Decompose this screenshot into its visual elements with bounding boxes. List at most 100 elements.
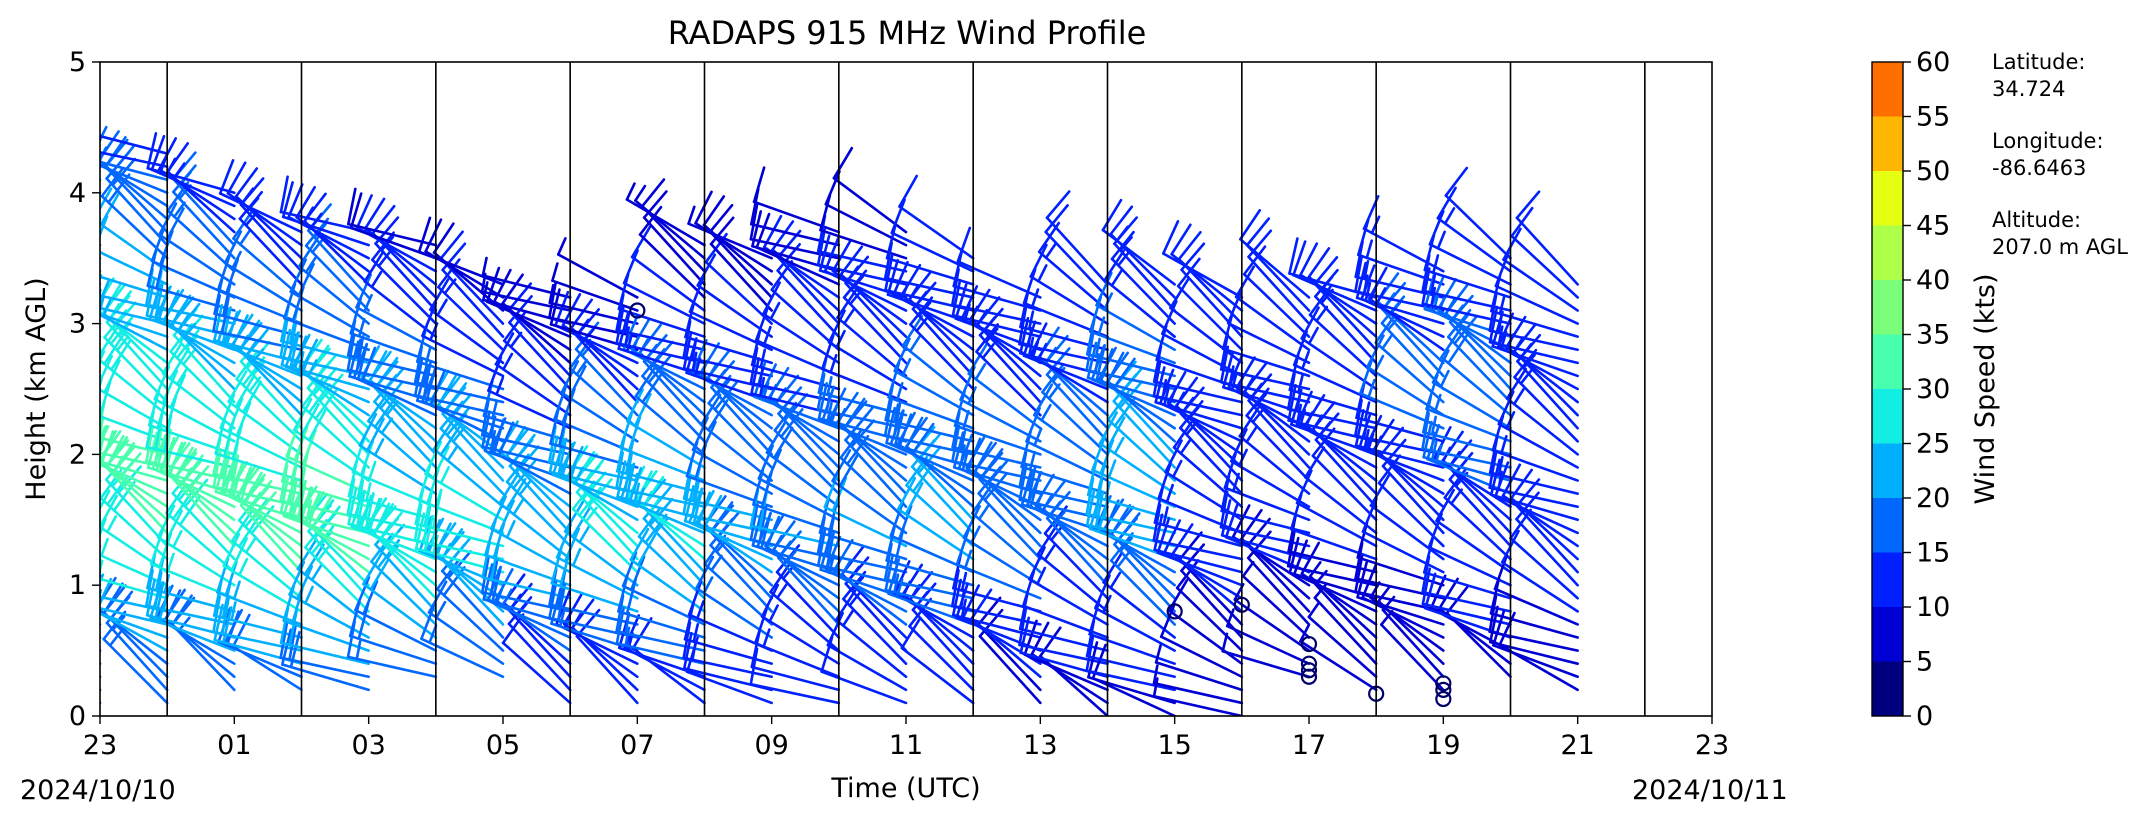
wind-barb-shaft [100,139,102,142]
longitude-label: Longitude: [1992,129,2104,153]
wind-barb-half-feather [960,571,968,592]
wind-barb-feather [1028,546,1046,581]
wind-barb-half-feather [491,399,499,420]
wind-barb-feather [100,577,113,607]
wind-barb-half-feather [893,573,900,594]
wind-barb-feather [437,258,461,289]
wind-barb-shaft [282,514,370,548]
wind-barb-shaft [100,674,102,679]
wind-barb-shaft [834,618,908,679]
wind-barb-feather [624,462,636,501]
wind-barb-half-feather [1094,337,1101,358]
wind-barb-half-feather [446,444,459,462]
wind-barb-shaft [1086,493,1176,522]
wind-barb-feather [970,588,993,620]
wind-barb-feather [688,277,705,314]
wind-barb-shaft [821,367,908,404]
wind-barb-shaft [1436,216,1512,273]
wind-barb-feather [38,585,60,612]
wind-barb-half-feather [311,237,325,254]
wind-barb-shaft [1307,615,1378,679]
wind-barb-shaft [150,168,236,208]
wind-barb-feather [304,518,328,549]
wind-barb-half-feather [364,498,370,520]
wind-barb-feather [548,435,559,474]
wind-barb-half-feather [895,382,904,402]
wind-barb-shaft [1356,595,1445,626]
wind-barb-shaft [1491,345,1579,378]
wind-barb-shaft [551,279,639,312]
wind-barb-feather [1025,407,1041,443]
wind-barb-half-feather [377,251,391,268]
x-tick-label: 05 [486,730,520,761]
wind-barb-shaft [212,472,303,495]
wind-barb-half-feather [1041,494,1053,512]
y-tick-label: 4 [69,178,86,209]
wind-barb-half-feather [1162,506,1169,527]
wind-barb-shaft [165,511,236,574]
wind-barb-shaft [214,490,303,522]
wind-barb-feather [820,636,834,673]
wind-barb-shaft [951,459,1042,482]
wind-barb-feather [1354,555,1364,594]
wind-barb-feather [13,97,20,132]
wind-barb-shaft [704,260,773,325]
wind-barb-half-feather [548,283,555,305]
wind-barb-feather [1491,414,1505,452]
wind-barb-feather [146,132,158,170]
colorbar-tick-label: 35 [1916,320,1950,351]
wind-barb-shaft [232,237,303,299]
wind-barb-half-feather [368,460,377,481]
wind-barb-shaft [1113,543,1176,613]
wind-barb-shaft [684,335,773,365]
wind-barb-half-feather [238,557,249,577]
wind-barb-feather [21,245,27,280]
wind-barb-half-feather [1110,269,1123,287]
wind-barb-shaft [437,285,505,352]
wind-barbs [13,97,1579,716]
wind-barb-feather [100,494,118,529]
wind-barb-shaft [641,505,706,574]
wind-barb-shaft [755,246,841,286]
wind-barb-feather [234,167,259,198]
wind-barb-half-feather [505,519,516,539]
wind-barb-shaft [575,490,639,561]
wind-barb-half-feather [245,339,258,357]
wind-barb-shaft [100,463,169,495]
wind-barb-half-feather [231,250,242,270]
wind-barb-feather [168,347,190,381]
wind-barb-shaft [1159,635,1244,679]
wind-barb-feather [30,107,49,136]
colorbar-bin [1872,552,1903,607]
wind-barb-shaft [100,596,102,600]
wind-barb-feather [28,554,46,584]
wind-barb-feather [13,397,21,432]
wind-barb-shaft [641,374,706,443]
wind-barb-shaft [971,511,1042,574]
x-tick-label: 17 [1292,730,1326,761]
wind-barb-shaft [548,603,639,626]
wind-barb-feather [622,249,639,285]
wind-barb-shaft [630,255,706,312]
wind-barb-feather [223,230,243,265]
colorbar-tick-label: 40 [1916,265,1950,296]
wind-barb-feather [279,621,289,659]
wind-barb-shaft [363,280,438,338]
wind-barb-shaft [1488,630,1579,652]
wind-barb-feather [226,161,247,195]
wind-barb-feather [162,289,180,325]
wind-barb-feather [831,449,852,483]
wind-barb-shaft [288,593,370,639]
wind-barb-feather [301,429,317,466]
wind-barb-shaft [1447,335,1512,404]
colorbar-bin [1872,225,1903,280]
wind-barb-half-feather [1365,239,1374,260]
wind-barb-half-feather [915,316,929,333]
wind-barb-shaft [237,518,303,587]
wind-barb-shaft [550,581,639,613]
wind-barb-shaft [687,222,773,260]
wind-barb-feather [754,305,770,342]
wind-barb-feather [1361,497,1378,533]
wind-barb-shaft [625,198,706,247]
wind-barb-feather [16,101,26,135]
